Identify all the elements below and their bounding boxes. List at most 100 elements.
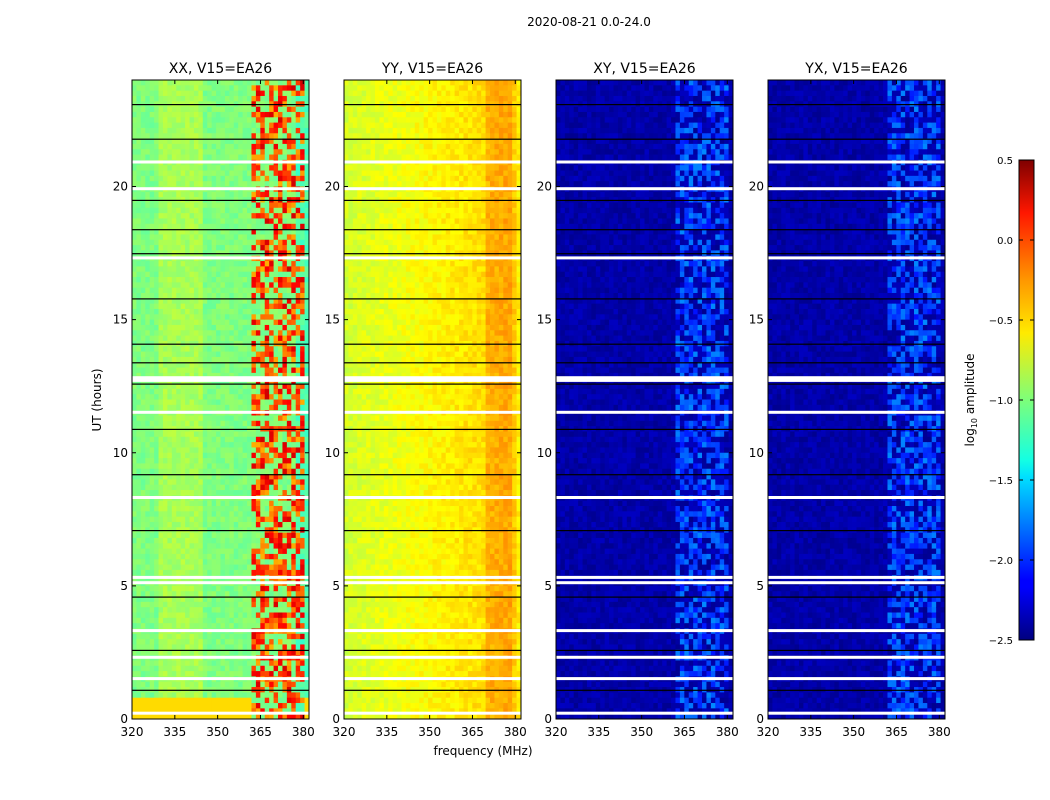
heatmap-cell: [238, 543, 244, 550]
heatmap-cell: [176, 356, 182, 363]
heatmap-cell: [176, 191, 182, 198]
heatmap-cell: [220, 95, 226, 102]
heatmap-cell: [286, 633, 292, 640]
heatmap-cell: [260, 404, 266, 411]
heatmap-cell: [198, 293, 204, 299]
heatmap-cell: [220, 474, 226, 480]
heatmap-cell: [198, 399, 204, 406]
heatmap-cell: [233, 612, 239, 619]
heatmap-cell: [193, 506, 199, 512]
heatmap-cell: [198, 202, 204, 209]
heatmap-cell: [167, 308, 173, 315]
heatmap-cell: [282, 548, 288, 555]
heatmap-cell: [304, 293, 310, 299]
heatmap-cell: [189, 436, 195, 443]
heatmap-cell: [295, 362, 301, 369]
heatmap-cell: [211, 633, 217, 640]
heatmap-cell: [286, 282, 292, 289]
heatmap-cell: [247, 548, 252, 555]
heatmap-cell: [189, 149, 195, 156]
heatmap-cell: [132, 170, 137, 177]
heatmap-cell: [278, 548, 283, 555]
heatmap-cell: [140, 490, 146, 496]
heatmap-cell: [158, 191, 164, 198]
heatmap-cell: [189, 324, 195, 331]
heatmap-cell: [344, 127, 349, 134]
heatmap-cell: [278, 154, 283, 161]
heatmap-cell: [282, 649, 288, 656]
heatmap-cell: [233, 633, 239, 640]
heatmap-cell: [264, 239, 270, 246]
heatmap-cell: [291, 564, 297, 571]
heatmap-cell: [229, 80, 235, 86]
heatmap-cell: [158, 207, 164, 214]
heatmap-cell: [202, 175, 208, 182]
heatmap-cell: [185, 218, 191, 225]
heatmap-cell: [247, 543, 252, 550]
heatmap-cell: [158, 223, 164, 230]
heatmap-cell: [278, 612, 283, 619]
heatmap-cell: [154, 671, 160, 677]
heatmap-cell: [185, 319, 191, 326]
heatmap-cell: [162, 362, 168, 369]
heatmap-cell: [185, 479, 191, 486]
heatmap-cell: [216, 484, 221, 491]
heatmap-cell: [224, 85, 230, 92]
heatmap-cell: [158, 287, 164, 294]
heatmap-cell: [300, 447, 306, 454]
heatmap-cell: [202, 665, 208, 672]
heatmap-cell: [273, 218, 279, 225]
heatmap-cell: [207, 229, 213, 235]
heatmap-cell: [278, 607, 283, 614]
heatmap-cell: [286, 298, 292, 305]
heatmap-cell: [286, 644, 292, 651]
heatmap-cell: [295, 117, 301, 124]
heatmap-cell: [278, 149, 283, 156]
heatmap-cell: [269, 458, 275, 464]
heatmap-cell: [273, 138, 279, 145]
heatmap-cell: [176, 293, 182, 299]
heatmap-cell: [304, 308, 310, 315]
heatmap-cell: [304, 351, 310, 358]
heatmap-cell: [193, 399, 199, 406]
heatmap-cell: [233, 490, 239, 496]
heatmap-cell: [282, 80, 288, 86]
heatmap-cell: [291, 553, 297, 560]
heatmap-cell: [229, 106, 235, 113]
heatmap-cell: [132, 633, 137, 640]
heatmap-cell: [300, 484, 306, 491]
heatmap-cell: [264, 383, 270, 390]
heatmap-cell: [233, 420, 239, 427]
heatmap-cell: [162, 399, 168, 406]
heatmap-cell: [224, 372, 230, 379]
heatmap-cell: [154, 213, 160, 219]
heatmap-cell: [247, 85, 252, 92]
heatmap-cell: [207, 415, 213, 422]
heatmap-cell: [278, 266, 283, 273]
heatmap-cell: [216, 143, 221, 150]
heatmap-cell: [189, 106, 195, 113]
heatmap-cell: [220, 170, 226, 177]
heatmap-cell: [229, 149, 235, 156]
heatmap-cell: [216, 170, 221, 177]
heatmap-cell: [171, 223, 177, 230]
heatmap-cell: [198, 287, 204, 294]
heatmap-cell: [140, 239, 146, 246]
heatmap-cell: [224, 293, 230, 299]
heatmap-cell: [300, 612, 306, 619]
heatmap-cell: [304, 532, 310, 539]
heatmap-cell: [238, 633, 244, 640]
heatmap-cell: [202, 633, 208, 640]
heatmap-cell: [220, 463, 226, 470]
heatmap-cell: [132, 261, 137, 267]
heatmap-cell: [211, 639, 217, 645]
heatmap-cell: [255, 671, 261, 677]
heatmap-cell: [269, 308, 275, 315]
heatmap-cell: [255, 399, 261, 406]
heatmap-cell: [251, 697, 257, 704]
heatmap-cell: [300, 564, 306, 571]
heatmap-cell: [300, 261, 306, 267]
heatmap-cell: [229, 553, 235, 560]
heatmap-cell: [171, 154, 177, 161]
heatmap-cell: [238, 149, 244, 156]
